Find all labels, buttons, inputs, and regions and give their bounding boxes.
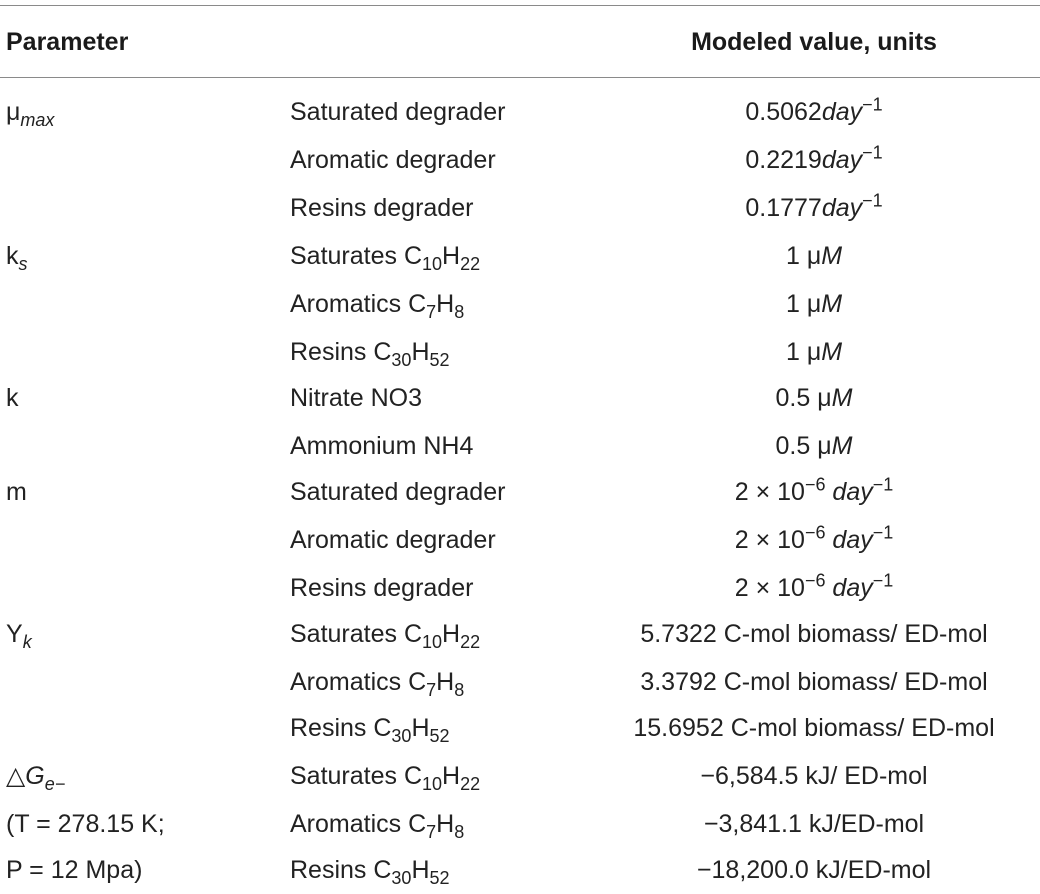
label-resins-degrader: Resins degrader bbox=[290, 574, 474, 602]
param-mu-max: μmax bbox=[6, 98, 55, 130]
label-aromatics: Aromatics C7H8 bbox=[290, 810, 465, 842]
param-delta-g: △Ge− bbox=[6, 762, 66, 794]
param-k: k bbox=[6, 384, 19, 412]
table-row: Yk Saturates C10H22 5.7322 C-mol biomass… bbox=[0, 610, 1040, 658]
table-row: Aromatic degrader 2 × 10−6 day−1 bbox=[0, 516, 1040, 564]
param-ks: ks bbox=[6, 242, 28, 274]
table-row: Resins C30H52 1 μM bbox=[0, 328, 1040, 376]
label-resins-degrader: Resins degrader bbox=[290, 194, 474, 222]
value-dg-res: −18,200.0 kJ/ED-mol bbox=[696, 856, 932, 884]
value-y-aro: 3.3792 C-mol biomass/ ED-mol bbox=[640, 668, 988, 696]
label-nitrate: Nitrate NO3 bbox=[290, 384, 422, 412]
table-row: △Ge− Saturates C10H22 −6,584.5 kJ/ ED-mo… bbox=[0, 752, 1040, 800]
header-rule bbox=[0, 77, 1040, 78]
label-resins: Resins C30H52 bbox=[290, 714, 450, 746]
top-rule bbox=[0, 5, 1040, 6]
label-aromatic-degrader: Aromatic degrader bbox=[290, 146, 496, 174]
table-row: m Saturated degrader 2 × 10−6 day−1 bbox=[0, 468, 1040, 516]
table-row: Aromatic degrader 0.2219day−1 bbox=[0, 136, 1040, 184]
value-m-sat: 2 × 10−6 day−1 bbox=[734, 474, 894, 506]
table-row: Resins C30H52 15.6952 C-mol biomass/ ED-… bbox=[0, 704, 1040, 752]
value-dg-sat: −6,584.5 kJ/ ED-mol bbox=[700, 762, 928, 790]
label-aromatics: Aromatics C7H8 bbox=[290, 290, 465, 322]
label-saturates: Saturates C10H22 bbox=[290, 242, 481, 274]
value-y-res: 15.6952 C-mol biomass/ ED-mol bbox=[633, 714, 995, 742]
param-m: m bbox=[6, 478, 27, 506]
value-k-ammonium: 0.5 μM bbox=[775, 432, 853, 460]
header-parameter: Parameter bbox=[6, 28, 129, 56]
value-dg-aro: −3,841.1 kJ/ED-mol bbox=[703, 810, 925, 838]
table-row: ks Saturates C10H22 1 μM bbox=[0, 232, 1040, 280]
table-row: Resins degrader 2 × 10−6 day−1 bbox=[0, 564, 1040, 612]
value-ks-res: 1 μM bbox=[785, 338, 843, 366]
value-mu-res: 0.1777day−1 bbox=[745, 190, 883, 222]
label-aromatic-degrader: Aromatic degrader bbox=[290, 526, 496, 554]
table-row: Aromatics C7H8 3.3792 C-mol biomass/ ED-… bbox=[0, 658, 1040, 706]
value-m-res: 2 × 10−6 day−1 bbox=[734, 570, 894, 602]
param-yk: Yk bbox=[6, 620, 32, 652]
label-saturates: Saturates C10H22 bbox=[290, 620, 481, 652]
value-mu-aro: 0.2219day−1 bbox=[745, 142, 883, 174]
value-k-nitrate: 0.5 μM bbox=[775, 384, 853, 412]
value-m-aro: 2 × 10−6 day−1 bbox=[734, 522, 894, 554]
table-row: (T = 278.15 K; Aromatics C7H8 −3,841.1 k… bbox=[0, 800, 1040, 848]
label-aromatics: Aromatics C7H8 bbox=[290, 668, 465, 700]
table-row: k Nitrate NO3 0.5 μM bbox=[0, 374, 1040, 422]
value-ks-aro: 1 μM bbox=[785, 290, 843, 318]
param-condition-pressure: P = 12 Mpa) bbox=[6, 856, 143, 884]
value-ks-sat: 1 μM bbox=[785, 242, 843, 270]
header-modeled-value: Modeled value, units bbox=[691, 28, 937, 56]
label-resins: Resins C30H52 bbox=[290, 338, 450, 370]
label-resins: Resins C30H52 bbox=[290, 856, 450, 888]
table-row: Resins degrader 0.1777day−1 bbox=[0, 184, 1040, 232]
value-y-sat: 5.7322 C-mol biomass/ ED-mol bbox=[640, 620, 988, 648]
label-saturated-degrader: Saturated degrader bbox=[290, 478, 506, 506]
param-condition-temperature: (T = 278.15 K; bbox=[6, 810, 165, 838]
label-saturates: Saturates C10H22 bbox=[290, 762, 481, 794]
label-saturated-degrader: Saturated degrader bbox=[290, 98, 506, 126]
table-row: μmax Saturated degrader 0.5062day−1 bbox=[0, 88, 1040, 136]
value-mu-sat: 0.5062day−1 bbox=[745, 94, 883, 126]
label-ammonium: Ammonium NH4 bbox=[290, 432, 474, 460]
table-row: P = 12 Mpa) Resins C30H52 −18,200.0 kJ/E… bbox=[0, 846, 1040, 894]
table-row: Ammonium NH4 0.5 μM bbox=[0, 422, 1040, 470]
table-row: Aromatics C7H8 1 μM bbox=[0, 280, 1040, 328]
